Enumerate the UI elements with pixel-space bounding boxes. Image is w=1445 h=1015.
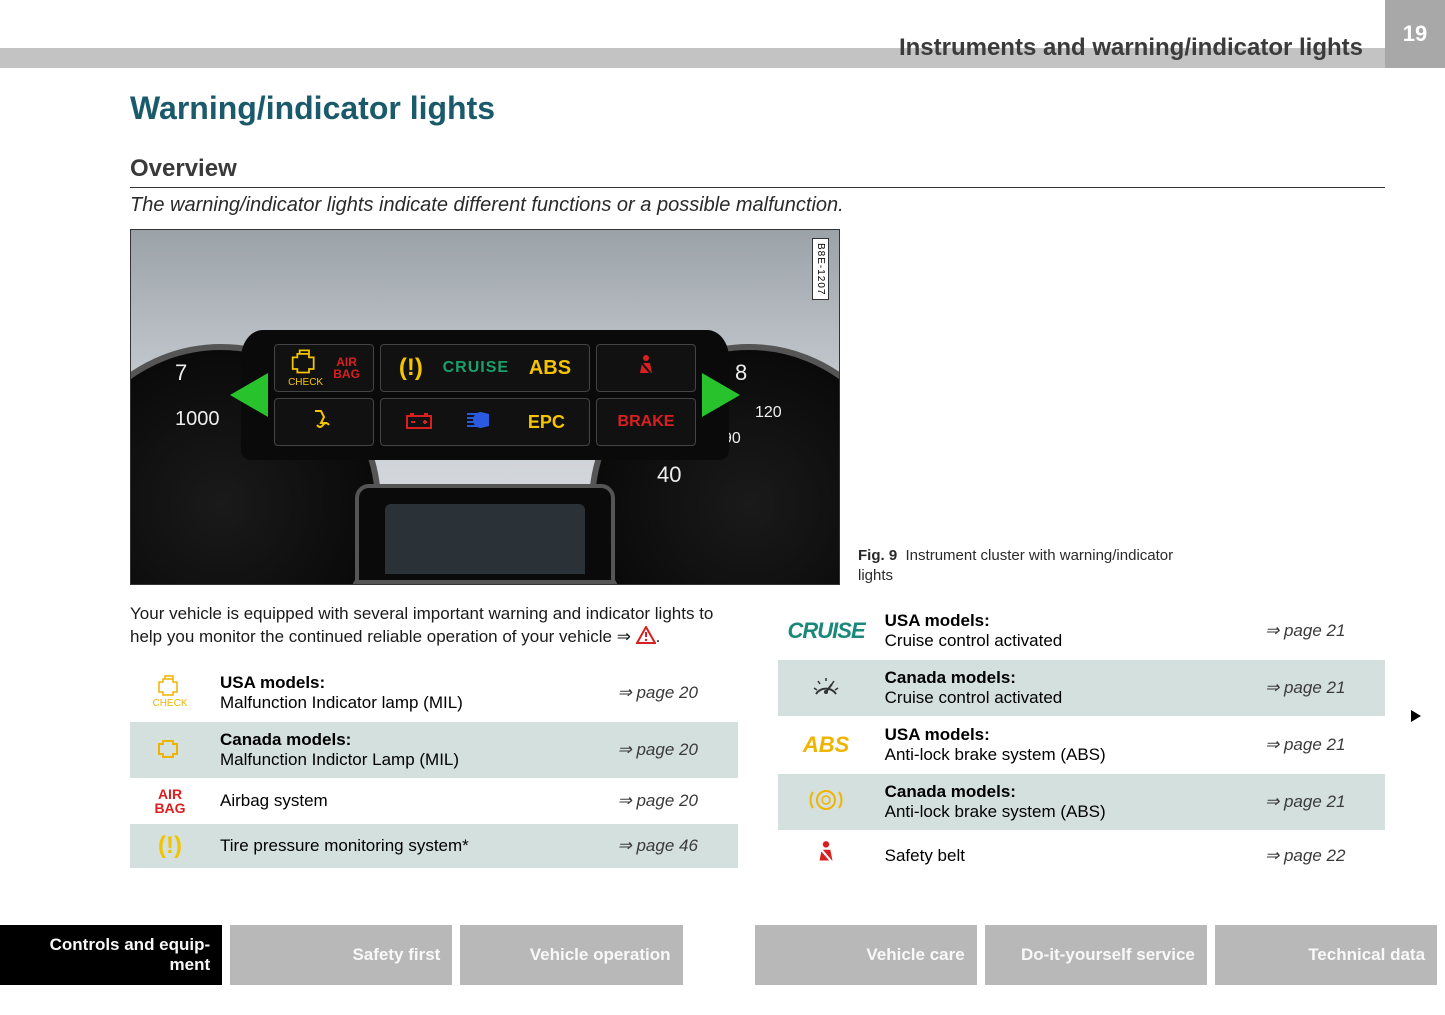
- slip-panel: [274, 398, 374, 446]
- indicator-desc-cell: Tire pressure monitoring system*: [210, 823, 608, 868]
- indicator-page-ref: ⇒ page 20: [608, 665, 738, 722]
- indicator-page-ref: ⇒ page 46: [608, 823, 738, 868]
- nav-tab[interactable]: Vehicle operation: [460, 925, 682, 985]
- instrument-cluster-figure: B8E-1207 1000 5 6 7 40 60 8 90 120: [130, 229, 840, 585]
- indicator-desc-cell: USA models:Malfunction Indicator lamp (M…: [210, 665, 608, 722]
- left-column: Your vehicle is equipped with several im…: [130, 603, 738, 881]
- indicator-table-right: CRUISEUSA models:Cruise control activate…: [778, 603, 1386, 881]
- indicator-desc-cell: Safety belt: [875, 831, 1255, 881]
- figure-area: B8E-1207 1000 5 6 7 40 60 8 90 120: [130, 229, 1385, 585]
- indicator-page-ref: ⇒ page 22: [1255, 831, 1385, 881]
- high-beam-icon: [465, 410, 495, 435]
- chapter-title: Instruments and warning/indicator lights: [899, 34, 1363, 62]
- indicator-desc-cell: USA models:Cruise control activated: [875, 603, 1255, 660]
- check-airbag-panel: CHECK AIR BAG: [274, 344, 374, 392]
- indicator-desc-cell: USA models:Anti-lock brake system (ABS): [875, 717, 1255, 774]
- two-column-layout: Your vehicle is equipped with several im…: [130, 603, 1385, 881]
- indicator-row: Canada models:Malfunction Indictor Lamp …: [130, 721, 738, 778]
- bottom-nav-tabs: Controls and equip- mentSafety firstVehi…: [0, 925, 1445, 985]
- tpms-icon: (!): [399, 354, 423, 382]
- indicator-row: Safety belt⇒ page 22: [778, 831, 1386, 881]
- indicator-page-ref: ⇒ page 20: [608, 721, 738, 778]
- center-display: [355, 484, 615, 584]
- indicator-page-ref: ⇒ page 21: [1255, 774, 1385, 831]
- continue-arrow-icon: [1409, 708, 1423, 729]
- check-engine-icon: CHECK: [288, 348, 323, 388]
- warning-lights-panel: CHECK AIR BAG (!): [241, 330, 729, 460]
- indicator-row: CRUISEUSA models:Cruise control activate…: [778, 603, 1386, 660]
- turn-signal-left-icon: [230, 373, 268, 417]
- figure-caption-text: Instrument cluster with warning/indicato…: [858, 547, 1173, 584]
- gauge-num-40: 40: [657, 462, 681, 488]
- indicator-table-left: CHECKUSA models:Malfunction Indicator la…: [130, 665, 738, 869]
- figure-label: B8E-1207: [812, 238, 829, 300]
- gauge-label-1000: 1000: [175, 408, 220, 431]
- brake-label: BRAKE: [618, 413, 675, 431]
- indicator-icon-cell: [130, 721, 210, 778]
- indicator-row: Canada models:Cruise control activated⇒ …: [778, 660, 1386, 717]
- indicator-icon-cell: [778, 774, 875, 831]
- nav-tab[interactable]: Controls and equip- ment: [0, 925, 222, 985]
- indicator-desc-cell: Canada models:Cruise control activated: [875, 660, 1255, 717]
- nav-tab[interactable]: Safety first: [230, 925, 452, 985]
- airbag-label-bot: BAG: [333, 368, 360, 380]
- airbag-icon: AIR BAG: [333, 356, 360, 380]
- page-number: 19: [1385, 0, 1445, 68]
- center-display-screen: [385, 504, 585, 574]
- gauge-num-120: 120: [755, 404, 782, 422]
- check-label: CHECK: [288, 377, 323, 388]
- nav-tab[interactable]: Technical data: [1215, 925, 1437, 985]
- figure-caption: Fig. 9 Instrument cluster with warning/i…: [858, 546, 1188, 585]
- turn-signal-right-icon: [702, 373, 740, 417]
- body-text-a: Your vehicle is equipped with several im…: [130, 604, 713, 646]
- indicator-row: (!)Tire pressure monitoring system*⇒ pag…: [130, 823, 738, 868]
- seatbelt-panel: [596, 344, 696, 392]
- indicator-icon-cell: (!): [130, 823, 210, 868]
- subsection-title: Overview: [130, 155, 1385, 188]
- page-content: Warning/indicator lights Overview The wa…: [130, 90, 1385, 881]
- indicator-row: ABSUSA models:Anti-lock brake system (AB…: [778, 717, 1386, 774]
- nav-spacer: [691, 925, 747, 985]
- indicator-desc-cell: Airbag system: [210, 778, 608, 823]
- section-title: Warning/indicator lights: [130, 90, 1385, 127]
- page-header: Instruments and warning/indicator lights…: [0, 0, 1445, 68]
- abs-label: ABS: [529, 357, 571, 380]
- indicator-page-ref: ⇒ page 20: [608, 778, 738, 823]
- brake-panel: BRAKE: [596, 398, 696, 446]
- battery-icon: [405, 410, 433, 435]
- figure-caption-prefix: Fig. 9: [858, 547, 897, 564]
- body-text-b: .: [656, 627, 661, 646]
- indicator-desc-cell: Canada models:Malfunction Indictor Lamp …: [210, 721, 608, 778]
- nav-tab[interactable]: Vehicle care: [755, 925, 977, 985]
- right-column: CRUISEUSA models:Cruise control activate…: [778, 603, 1386, 881]
- indicator-row: Canada models:Anti-lock brake system (AB…: [778, 774, 1386, 831]
- intro-text: The warning/indicator lights indicate di…: [130, 194, 1385, 217]
- epc-label: EPC: [528, 412, 565, 433]
- traction-control-icon: [311, 407, 337, 438]
- indicator-row: AIRBAGAirbag system⇒ page 20: [130, 778, 738, 823]
- indicator-icon-cell: AIRBAG: [130, 778, 210, 823]
- indicator-page-ref: ⇒ page 21: [1255, 603, 1385, 660]
- warning-triangle-icon: [636, 626, 656, 651]
- indicator-icon-cell: [778, 660, 875, 717]
- indicator-row: CHECKUSA models:Malfunction Indicator la…: [130, 665, 738, 722]
- tpms-cruise-abs-panel: (!) CRUISE ABS: [380, 344, 590, 392]
- battery-beam-epc-panel: EPC: [380, 398, 590, 446]
- indicator-icon-cell: CRUISE: [778, 603, 875, 660]
- body-paragraph: Your vehicle is equipped with several im…: [130, 603, 738, 651]
- indicator-page-ref: ⇒ page 21: [1255, 660, 1385, 717]
- cruise-label: CRUISE: [443, 359, 509, 377]
- indicator-icon-cell: ABS: [778, 717, 875, 774]
- indicator-icon-cell: [778, 831, 875, 881]
- indicator-desc-cell: Canada models:Anti-lock brake system (AB…: [875, 774, 1255, 831]
- seatbelt-icon: [636, 353, 656, 384]
- indicator-icon-cell: CHECK: [130, 665, 210, 722]
- indicator-page-ref: ⇒ page 21: [1255, 717, 1385, 774]
- nav-tab[interactable]: Do-it-yourself service: [985, 925, 1207, 985]
- gauge-num-7: 7: [175, 360, 187, 386]
